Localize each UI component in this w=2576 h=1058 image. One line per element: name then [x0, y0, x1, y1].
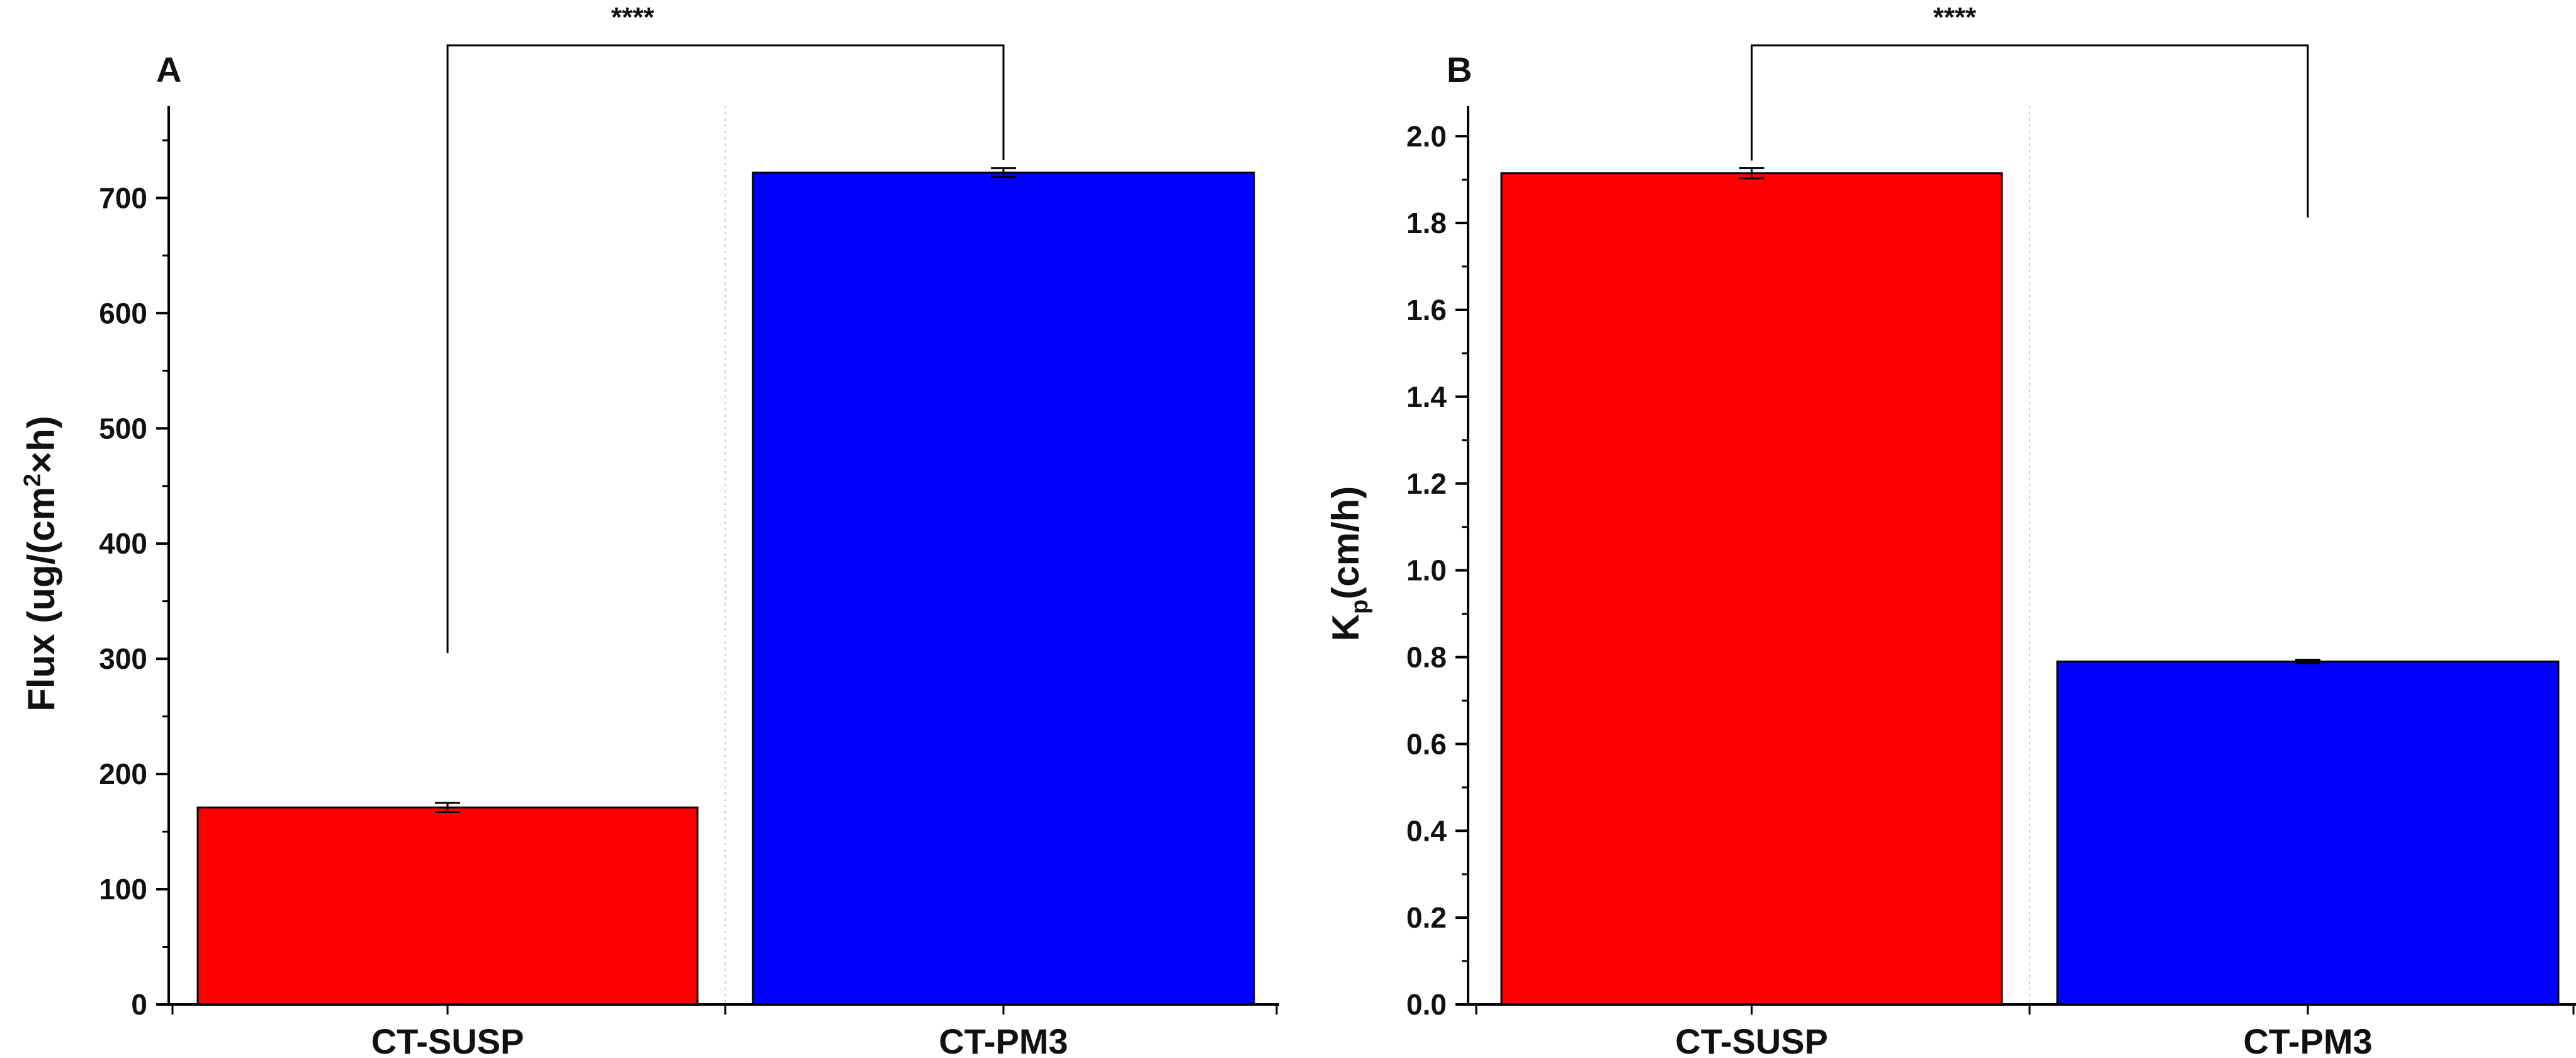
panel-a: A Flux (ug/(cm2×h) **** 0 100 200 300 400 500…	[20, 2, 1279, 1058]
panel-b-y-tick-label: 0.4	[1406, 814, 1447, 847]
panel-b: B Kp(cm/h) **** 0.0 0.2 0.4 0.6 0.8 1.0 1.2 1.4…	[1325, 2, 2576, 1058]
panel-b-y-tick-label: 1.8	[1406, 207, 1447, 239]
panel-a-ylabel-sup: 2	[20, 474, 46, 487]
panel-b-ylabel-sub: p	[1347, 600, 1373, 614]
panel-a-y-tick-label: 400	[99, 527, 147, 560]
panel-b-ylabel-main: K	[1325, 614, 1367, 641]
panel-a-ylabel-main: Flux (ug/(cm	[20, 487, 62, 712]
panel-b-bars: CT-SUSP CT-PM3	[1500, 167, 2560, 1058]
panel-b-y-tick-label: 0.2	[1406, 901, 1447, 934]
panel-b-y-tick-label: 1.2	[1406, 467, 1447, 500]
panel-a-axes	[167, 44, 1279, 1015]
panel-a-significance-bracket	[446, 44, 1005, 654]
panel-b-category-label: CT-SUSP	[1675, 1021, 1828, 1058]
panel-b-y-tick-label: 1.0	[1406, 554, 1447, 587]
panel-b-label: B	[1447, 50, 1472, 89]
panel-b-ylabel-tail: (cm/h)	[1325, 486, 1367, 600]
panel-b-y-tick-label: 0.6	[1406, 727, 1447, 760]
panel-a-y-tick-label: 100	[99, 873, 147, 906]
panel-a-y-tick-label: 300	[99, 642, 147, 675]
panel-a-y-tick-label: 700	[99, 181, 147, 214]
panel-b-y-tick-label: 0.8	[1406, 641, 1447, 674]
panel-a-y-tick-label: 200	[99, 758, 147, 790]
panel-a-y-tick-label: 500	[99, 412, 147, 445]
panel-a-category-label: CT-SUSP	[371, 1021, 524, 1058]
panel-a-ylabel-tail: ×h)	[20, 416, 62, 474]
panel-a-significance: ****	[611, 2, 655, 33]
panel-b-y-ticks: 0.0 0.2 0.4 0.6 0.8 1.0 1.2 1.4 1.6 1.8 2.0	[1406, 120, 1468, 1021]
panel-b-y-tick-label: 1.4	[1406, 380, 1447, 413]
panel-a-label: A	[156, 50, 181, 89]
panel-b-y-axis-title: Kp(cm/h)	[1325, 486, 1373, 642]
panel-a-category-label: CT-PM3	[939, 1021, 1068, 1058]
panel-a-error-bar-ct-susp	[435, 802, 460, 813]
panel-a-bar-ct-pm3	[752, 171, 1255, 1006]
panel-a-y-ticks: 0 100 200 300 400 500 600 700	[99, 139, 169, 1021]
panel-b-error-bar-ct-susp	[1739, 167, 1765, 179]
panel-b-y-tick-label: 1.6	[1406, 293, 1447, 326]
panel-b-y-tick-label: 0.0	[1406, 988, 1447, 1021]
panel-b-bar-ct-pm3	[2056, 660, 2560, 1006]
panel-b-category-label: CT-PM3	[2243, 1021, 2372, 1058]
panel-b-significance-bracket	[1751, 44, 2309, 218]
panel-b-error-bar-ct-pm3	[2295, 659, 2320, 664]
panel-b-bar-ct-susp	[1500, 172, 2003, 1006]
panel-a-bars: CT-SUSP CT-PM3	[196, 167, 1255, 1058]
panel-a-y-axis-title: Flux (ug/(cm2×h)	[20, 416, 62, 711]
panel-b-axes	[1467, 44, 2576, 1015]
panel-a-y-tick-label: 600	[99, 297, 147, 329]
panel-a-bar-ct-susp	[196, 806, 699, 1006]
panel-b-y-tick-label: 2.0	[1406, 120, 1447, 152]
panel-a-y-tick-label: 0	[131, 988, 147, 1021]
panel-b-significance: ****	[1933, 2, 1977, 33]
panel-a-error-bar-ct-pm3	[991, 167, 1016, 178]
